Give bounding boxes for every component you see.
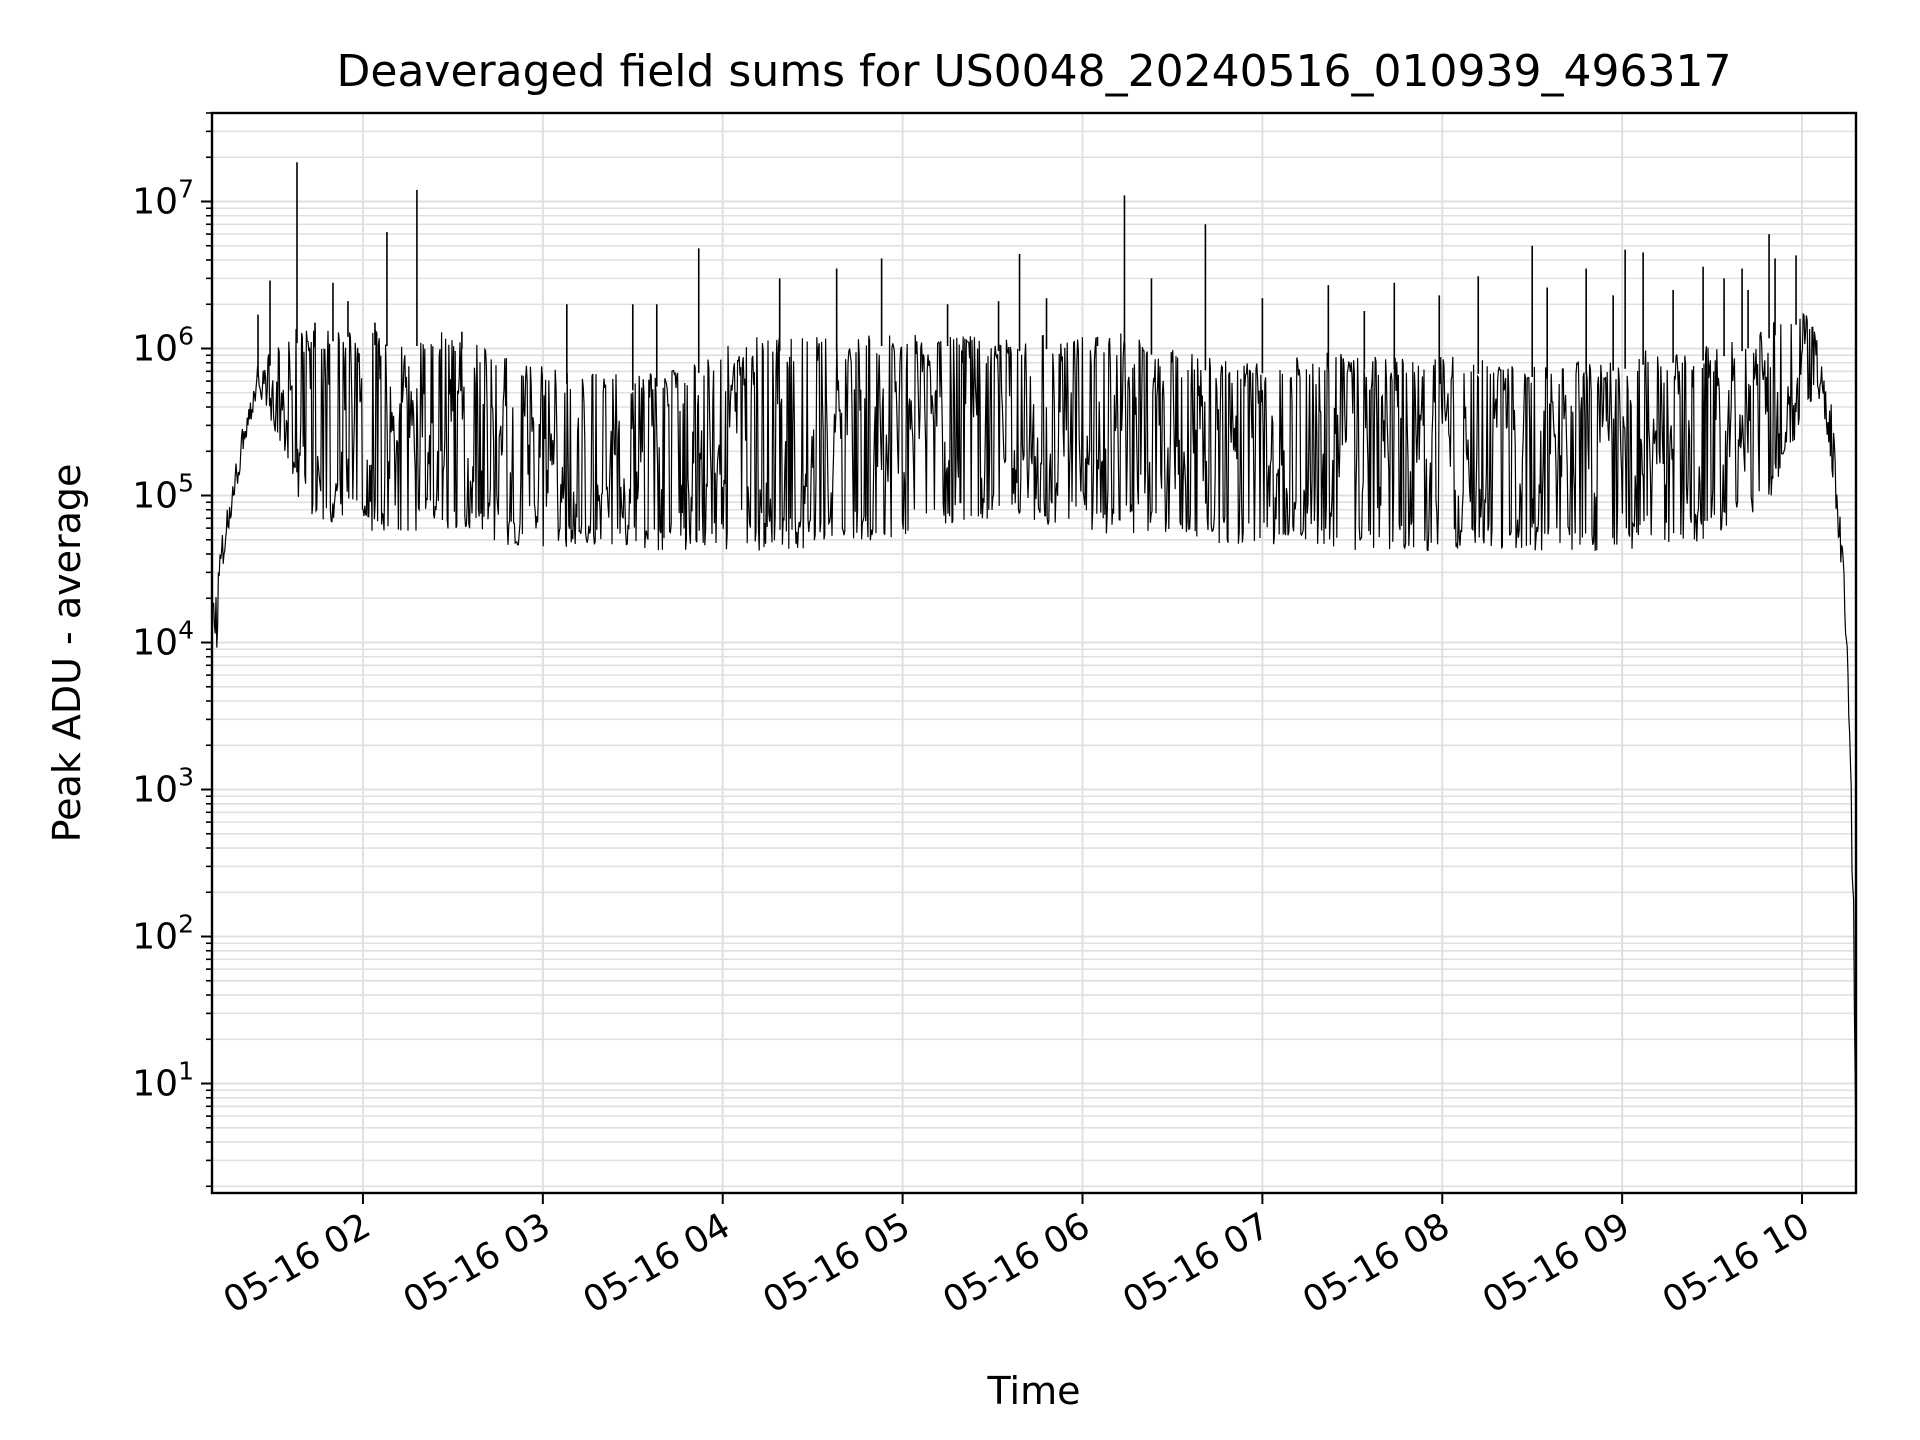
x-axis-label: Time [987,1369,1081,1413]
series-line [211,312,1857,1143]
y-tick-label: 102 [132,910,194,958]
y-tick-label-base: 10 [132,917,178,958]
y-tick-label-base: 10 [132,182,178,223]
y-tick-label-exponent: 5 [178,469,194,498]
y-tick-label-base: 10 [132,1064,178,1105]
chart-title: Deaveraged field sums for US0048_2024051… [337,46,1732,97]
y-tick-label-exponent: 7 [178,175,194,204]
y-tick-label: 105 [132,469,194,517]
y-tick-label-exponent: 6 [178,322,194,351]
y-tick-label-base: 10 [132,770,178,811]
y-tick-label: 106 [132,322,194,370]
plot-frame [210,111,1858,1195]
y-tick-label-exponent: 3 [178,763,194,792]
y-tick-label-exponent: 1 [178,1057,194,1086]
y-tick-label-base: 10 [132,329,178,370]
y-tick-label-base: 10 [132,476,178,517]
grid-lines [212,112,1856,1193]
y-tick-label-exponent: 4 [178,616,194,645]
y-tick-label: 107 [132,175,194,223]
data-series [211,162,1857,1143]
y-axis-label: Peak ADU - average [45,464,89,843]
y-tick-label-exponent: 2 [178,910,194,939]
y-tick-label: 104 [132,616,194,664]
y-tick-label: 101 [132,1057,194,1105]
y-tick-label: 103 [132,763,194,811]
y-tick-label-base: 10 [132,623,178,664]
